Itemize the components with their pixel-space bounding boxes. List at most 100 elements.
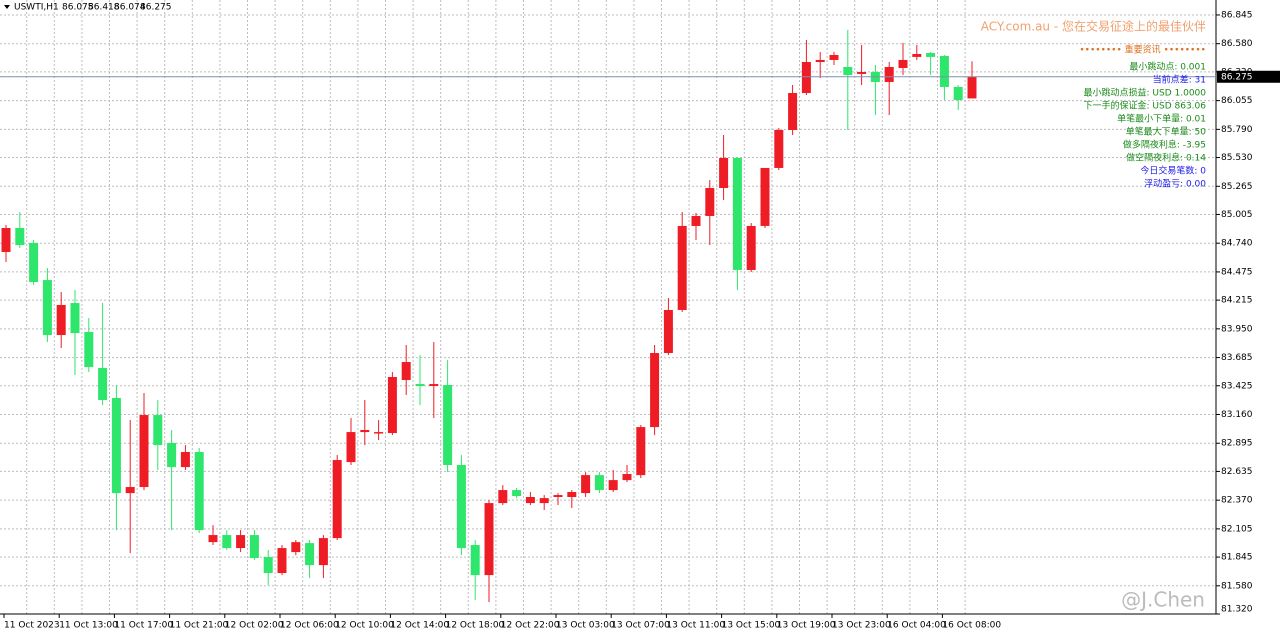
y-tick-label: 86.580: [1221, 39, 1253, 49]
candle-body: [705, 188, 715, 216]
candle-body: [581, 475, 591, 494]
candle-body: [663, 309, 673, 354]
candle-body: [415, 384, 425, 386]
candle-body: [594, 475, 604, 491]
header-high: 86.418: [88, 3, 120, 13]
candle-body: [374, 432, 384, 434]
y-tick-label: 83.685: [1221, 353, 1253, 363]
candle-body: [29, 242, 39, 283]
candle-body: [512, 490, 522, 497]
candle-body: [180, 452, 190, 468]
candle-body: [732, 157, 742, 270]
candle-body: [305, 543, 315, 566]
candle-body: [622, 474, 632, 481]
candle-body: [1, 228, 11, 252]
y-tick-label: 81.845: [1221, 553, 1253, 563]
candle-body: [111, 398, 121, 494]
y-tick-label: 85.265: [1221, 182, 1253, 192]
candle-body: [332, 460, 342, 539]
info-line: 今日交易笔数: 0: [1140, 165, 1206, 177]
candle-body: [208, 535, 218, 543]
x-tick-label: 12 Oct 14:00: [390, 621, 449, 631]
candle-body: [291, 542, 301, 553]
candle-body: [939, 55, 949, 87]
candle-body: [98, 367, 108, 400]
candle-body: [153, 415, 163, 446]
candle-body: [277, 548, 287, 574]
candle-body: [484, 503, 494, 576]
candle-body: [84, 331, 94, 368]
candle-body: [194, 452, 204, 531]
y-tick-label: 85.790: [1221, 125, 1253, 135]
x-tick-label: 12 Oct 10:00: [335, 621, 394, 631]
x-tick-label: 12 Oct 02:00: [225, 621, 284, 631]
candle-body: [926, 53, 936, 57]
x-tick-label: 13 Oct 15:00: [722, 621, 781, 631]
y-tick-label: 82.635: [1221, 467, 1253, 477]
candle-body: [236, 535, 246, 549]
candle-body: [318, 538, 328, 566]
candle-body: [829, 54, 839, 60]
candle-body: [760, 167, 770, 226]
candle-body: [953, 86, 963, 100]
info-line: 当前点差: 31: [1153, 74, 1206, 86]
y-tick-label: 85.530: [1221, 153, 1253, 163]
symbol: USWTI,H1: [14, 3, 59, 13]
candle-body: [815, 59, 825, 63]
watermark: @J.Chen: [1121, 588, 1205, 612]
info-line: 下一手的保证金: USD 863.06: [1084, 100, 1207, 112]
candle-body: [650, 353, 660, 428]
brand: ACY.com.au - 您在交易征途上的最佳伙伴: [981, 19, 1206, 34]
y-tick-label: 82.105: [1221, 524, 1253, 534]
candle-body: [125, 487, 135, 494]
candle-body: [636, 427, 646, 476]
candle-body: [553, 495, 563, 498]
y-tick-label: 85.005: [1221, 210, 1253, 220]
candle-body: [429, 384, 439, 386]
info-line: 做空隔夜利息: 0.14: [1126, 152, 1206, 164]
candle-body: [898, 59, 908, 68]
current-price-box: [1217, 70, 1280, 83]
candle-body: [249, 535, 259, 559]
candle-body: [884, 67, 894, 82]
candle-body: [470, 545, 480, 576]
candle-body: [525, 497, 535, 504]
x-tick-label: 13 Oct 07:00: [611, 621, 670, 631]
info-line: 最小跳动点: 0.001: [1129, 61, 1206, 73]
current-price-label: 86.275: [1221, 72, 1253, 82]
x-tick-label: 11 Oct 17:00: [114, 621, 173, 631]
candle-body: [387, 376, 397, 434]
y-tick-label: 82.895: [1221, 439, 1253, 449]
x-tick-label: 11 Oct 13:00: [59, 621, 118, 631]
candle-body: [222, 535, 232, 549]
candle-body: [567, 492, 577, 498]
y-tick-label: 86.055: [1221, 96, 1253, 106]
x-tick-label: 11 Oct 21:00: [170, 621, 229, 631]
x-tick-label: 13 Oct 19:00: [777, 621, 836, 631]
candle-body: [677, 225, 687, 310]
candle-body: [539, 498, 549, 504]
candle-body: [843, 67, 853, 76]
candle-body: [788, 93, 798, 130]
candle-body: [263, 557, 273, 574]
symbol-menu-arrow[interactable]: [4, 5, 10, 9]
info-line: 单笔最大下单量: 50: [1126, 126, 1207, 138]
x-tick-label: 16 Oct 04:00: [887, 621, 946, 631]
x-tick-label: 13 Oct 23:00: [832, 621, 891, 631]
header-close: 86.275: [140, 3, 172, 13]
y-tick-label: 83.160: [1221, 410, 1253, 420]
y-tick-label: 86.845: [1221, 10, 1253, 20]
candle-body: [346, 432, 356, 463]
x-tick-label: 13 Oct 11:00: [666, 621, 725, 631]
candle-body: [139, 415, 149, 488]
header-low: 86.074: [114, 3, 146, 13]
candle-body: [443, 385, 453, 466]
candle-body: [857, 71, 867, 74]
candle-body: [167, 443, 177, 468]
y-tick-label: 84.475: [1221, 267, 1253, 277]
info-line: 浮动盈亏: 0.00: [1144, 178, 1206, 190]
info-line: 单笔最小下单量: 0.01: [1117, 113, 1206, 125]
x-tick-label: 12 Oct 06:00: [280, 621, 339, 631]
candle-body: [42, 280, 52, 336]
